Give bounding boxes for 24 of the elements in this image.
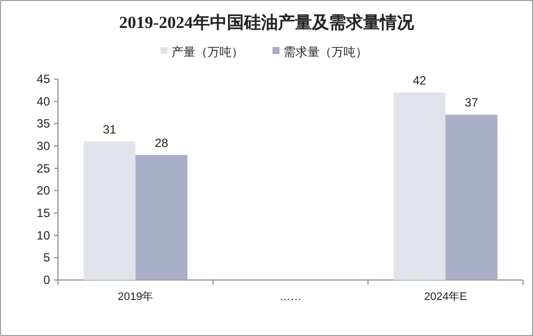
y-tick-label: 25	[36, 161, 50, 176]
bar	[136, 154, 188, 280]
y-tick-label: 0	[43, 273, 50, 287]
y-tick-label: 35	[36, 116, 50, 131]
bar	[84, 142, 136, 280]
data-label: 37	[464, 96, 478, 110]
y-tick-label: 20	[36, 184, 50, 198]
chart-title: 2019-2024年中国硅油产量及需求量情况	[119, 13, 415, 32]
y-tick-label: 40	[36, 94, 50, 108]
bar	[446, 114, 498, 280]
data-label: 42	[412, 73, 427, 88]
legend-label: 产量（万吨）	[172, 45, 244, 59]
x-tick-label: ……	[280, 291, 302, 303]
y-tick-label: 5	[43, 250, 50, 265]
data-label: 31	[102, 122, 117, 137]
y-tick-label: 45	[36, 72, 50, 86]
x-tick-label: 2024年E	[424, 291, 467, 303]
legend-label: 需求量（万吨）	[284, 45, 368, 59]
y-tick-label: 30	[36, 139, 50, 153]
x-tick-label: 2019年	[118, 291, 154, 303]
y-tick-label: 10	[36, 228, 50, 242]
data-label: 28	[154, 136, 168, 150]
y-tick-label: 15	[36, 206, 50, 220]
bar	[394, 92, 446, 280]
